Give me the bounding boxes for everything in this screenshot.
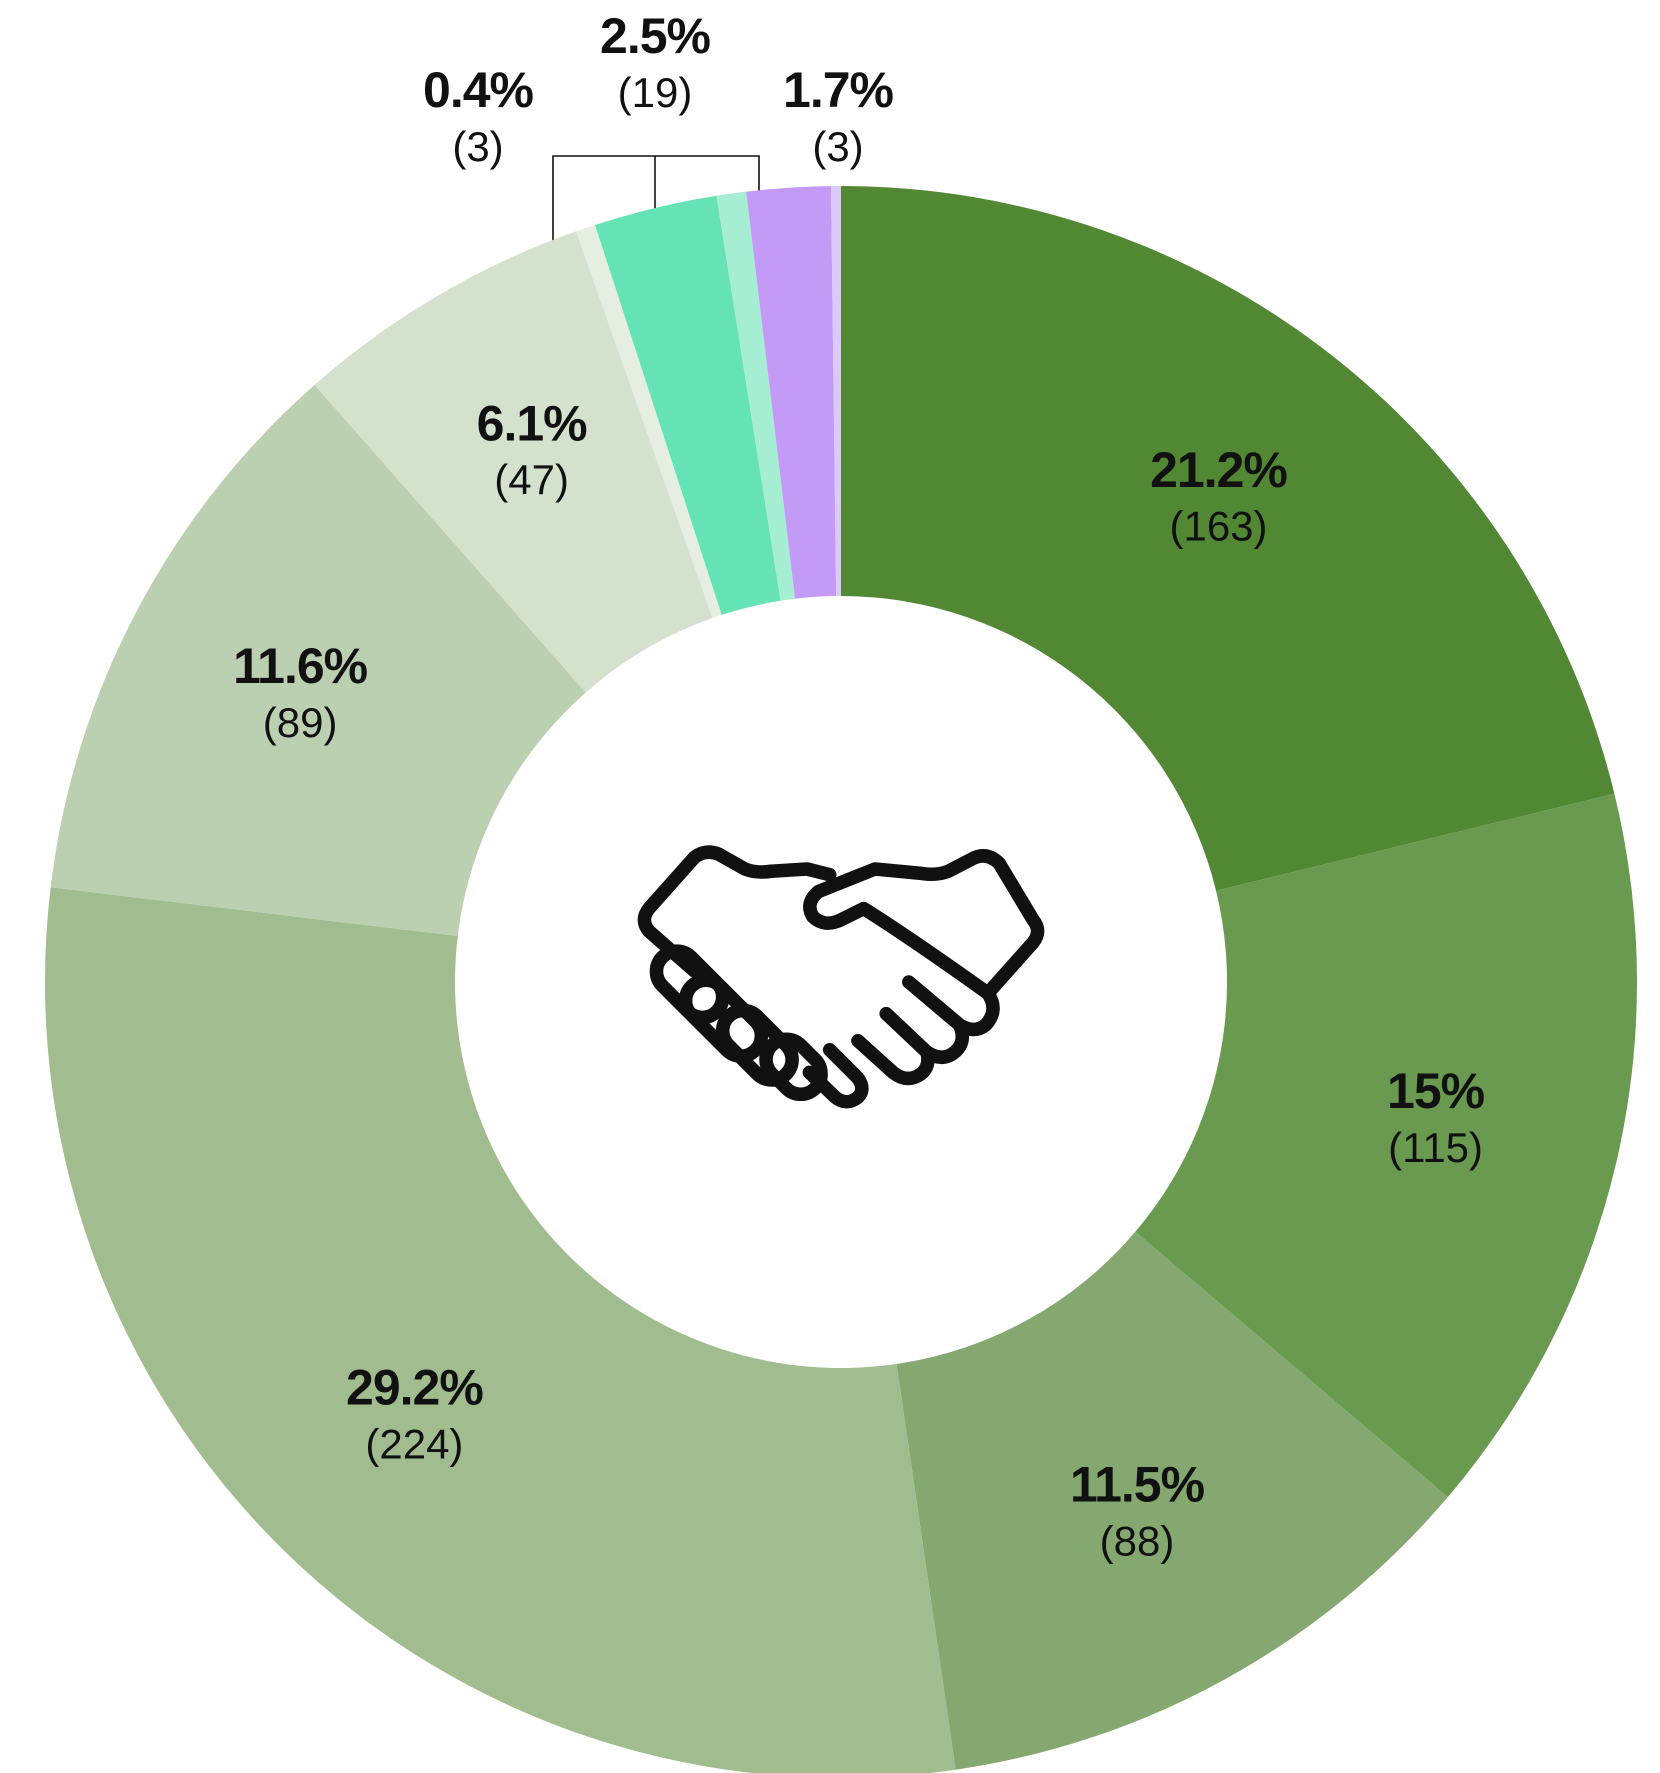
handshake-icon [637, 845, 1045, 1109]
value-label: 1.7% [783, 62, 894, 118]
count-label: (3) [812, 123, 863, 170]
count-label: (47) [494, 456, 569, 503]
value-label: 2.5% [600, 8, 711, 64]
slice [45, 887, 956, 1773]
slice [576, 224, 722, 619]
count-label: (89) [263, 699, 338, 746]
count-label: (163) [1169, 503, 1267, 550]
count-label: (88) [1100, 1518, 1175, 1565]
count-label: (224) [365, 1421, 463, 1468]
slice [841, 186, 1615, 891]
slice [830, 186, 841, 597]
value-label: 0.4% [423, 62, 534, 118]
value-label: 21.2% [1150, 442, 1287, 498]
value-label: 11.6% [233, 638, 368, 694]
value-label: 6.1% [477, 395, 588, 451]
slice [716, 191, 796, 601]
slice [746, 186, 837, 599]
slice [50, 384, 586, 937]
slice [314, 231, 713, 693]
slice [1135, 793, 1637, 1498]
count-label: (19) [618, 69, 693, 116]
count-label: (115) [1388, 1124, 1483, 1171]
value-label: 15% [1387, 1063, 1485, 1119]
slice [595, 195, 781, 615]
count-label: (3) [452, 123, 503, 170]
slice [896, 1231, 1448, 1770]
leader-line [552, 155, 760, 246]
value-label: 11.5% [1070, 1457, 1205, 1513]
value-label: 29.2% [346, 1360, 483, 1416]
